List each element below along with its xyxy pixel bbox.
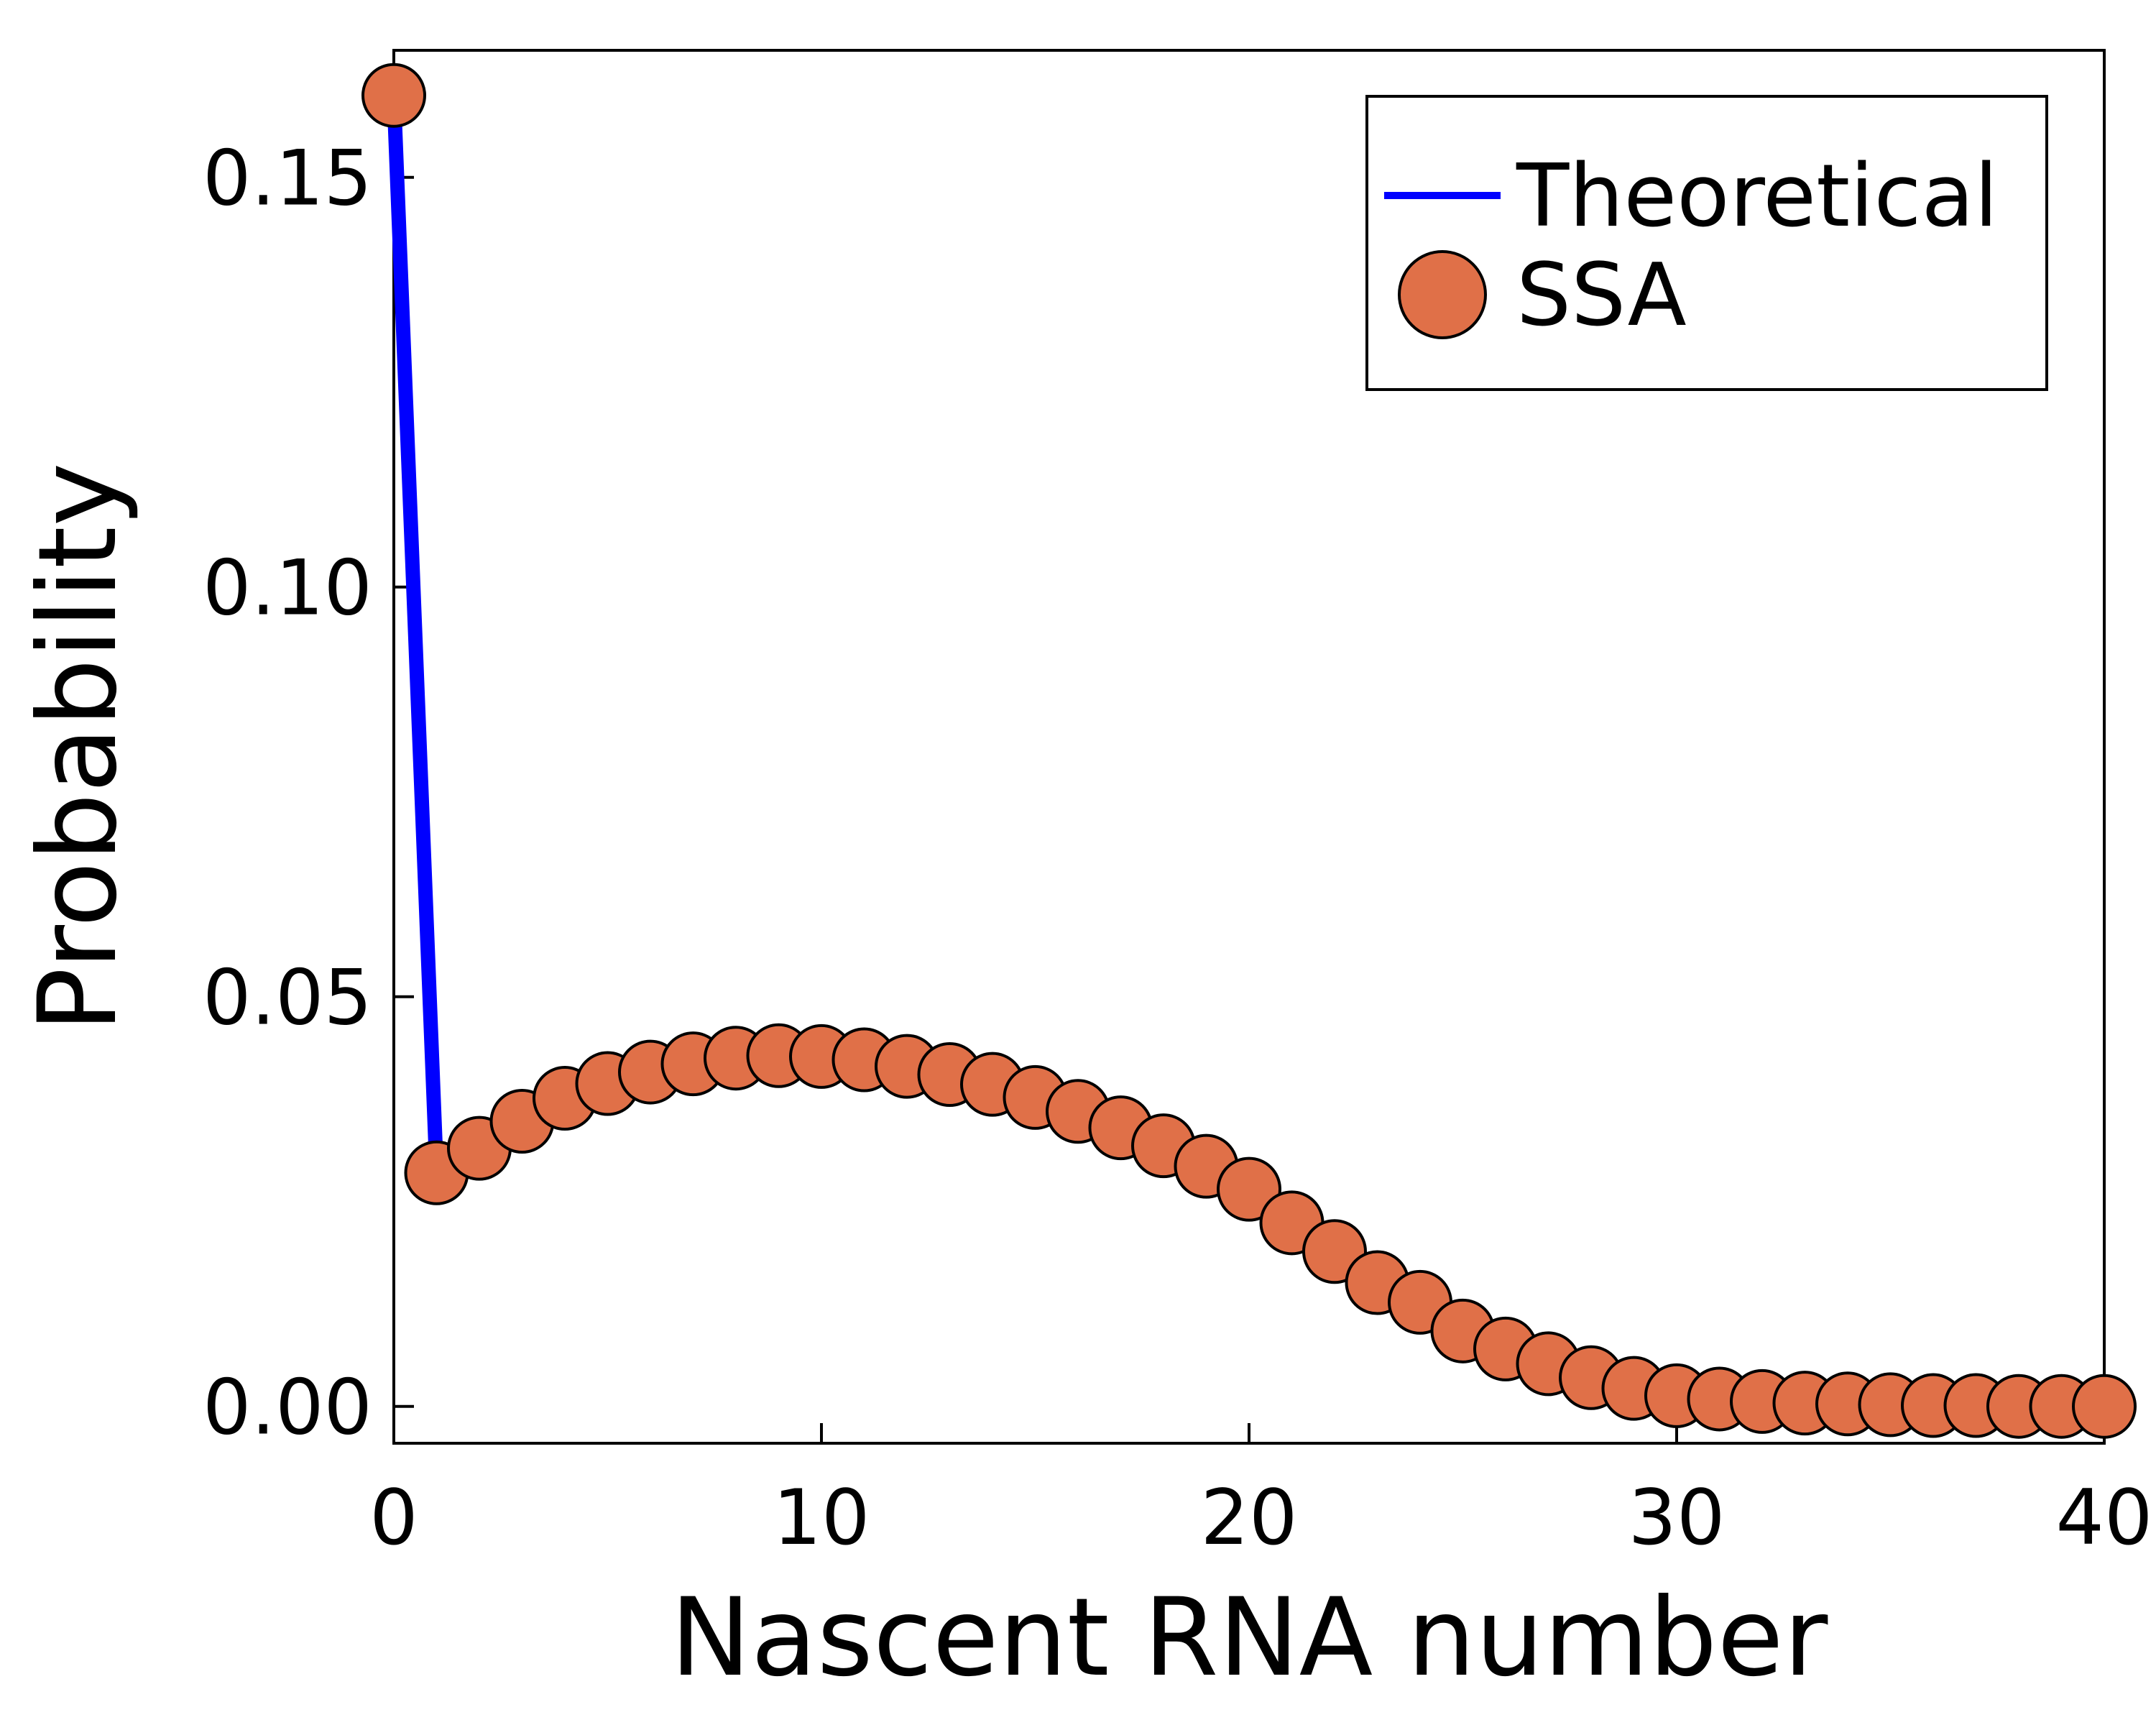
ssa-point — [2072, 1374, 2137, 1439]
ssa-series — [361, 63, 2137, 1439]
legend-label-ssa: SSA — [1516, 246, 1687, 346]
legend-marker-swatch — [1398, 250, 1487, 339]
y-axis-label: Probability — [16, 463, 141, 1033]
x-tick-label: 20 — [1201, 1473, 1298, 1562]
x-tick-label: 30 — [1628, 1473, 1726, 1562]
x-tick-label: 40 — [2056, 1473, 2153, 1562]
ssa-point — [1217, 1156, 1281, 1222]
ssa-point — [361, 63, 426, 128]
legend-box — [1365, 95, 2048, 391]
legend-label-theoretical: Theoretical — [1516, 147, 1998, 247]
x-tick-label: 10 — [773, 1473, 870, 1562]
legend: Theoretical SSA — [1365, 95, 2048, 391]
x-axis-label: Nascent RNA number — [671, 1576, 1828, 1701]
y-tick-label: 0.15 — [203, 134, 372, 223]
x-axis-ticks: 0 10 20 30 40 — [369, 1423, 2152, 1562]
y-tick-label: 0.10 — [203, 544, 372, 632]
x-tick-label: 0 — [369, 1473, 418, 1562]
y-tick-label: 0.00 — [203, 1363, 372, 1452]
y-tick-label: 0.05 — [203, 954, 372, 1042]
y-axis-ticks: 0.00 0.05 0.10 0.15 — [203, 134, 414, 1452]
